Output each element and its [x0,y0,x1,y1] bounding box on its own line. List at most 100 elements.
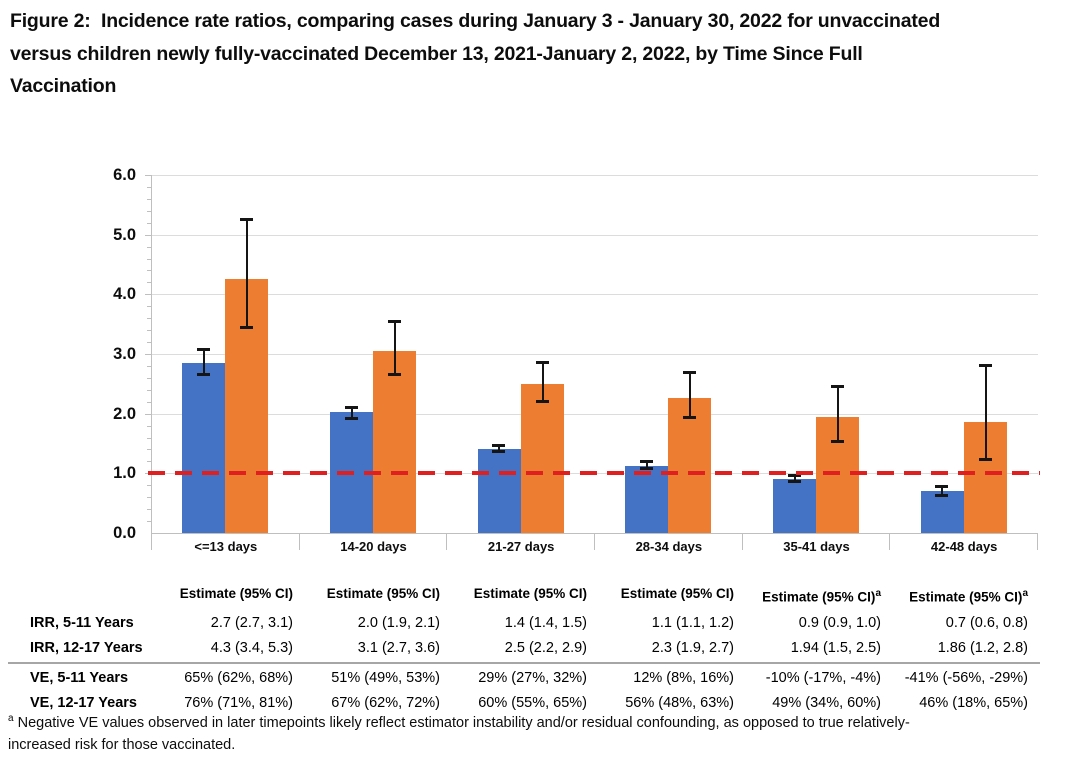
estimates-table: Estimate (95% CI) Estimate (95% CI) Estima… [0,581,1040,716]
error-bar-cap-top [388,320,401,324]
reference-line-1 [148,471,1040,476]
error-bar-cap-top [935,485,949,489]
y-axis-minor-tick [147,497,151,499]
y-axis-minor-tick [147,270,151,272]
bar-irr-5-11 [182,362,226,533]
footnote: a Negative VE values observed in later t… [8,708,1074,757]
error-bar-cap-bottom [831,440,844,444]
error-bar-cap-top [683,370,697,374]
error-bar-cap-top [535,360,549,364]
y-axis-minor-tick [147,521,151,523]
error-bar-cap-top [639,460,653,464]
x-axis-category-tick [741,533,743,550]
error-bar-cap-bottom [535,399,549,403]
error-bar-cap-bottom [978,458,992,462]
table-cell: 4.3 (3.4, 5.3) [210,639,293,656]
error-bar-line [498,444,501,452]
error-bar-line [941,486,944,496]
error-bar-line [202,349,205,375]
error-bar-cap-top [196,348,210,352]
x-axis-category-label: 35-41 days [783,539,850,554]
y-axis-tick-label: 2.0 [113,404,136,423]
x-axis-category-tick [594,533,595,550]
y-gridline [152,234,1038,236]
error-bar-cap-bottom [935,494,949,497]
y-gridline [152,413,1038,415]
table-cell: 65% (62%, 68%) [184,669,293,686]
x-axis-category-tick [889,533,891,550]
table-cell: 1.94 (1.5, 2.5) [790,639,881,656]
table-row-label: VE, 12-17 Years [30,694,137,711]
bar-irr-5-11 [625,465,669,533]
y-gridline [152,294,1038,296]
x-axis-category-tick [298,533,300,550]
error-bar-line [645,461,648,470]
table-cell: 1.86 (1.2, 2.8) [937,639,1028,656]
table-row-label: IRR, 5-11 Years [30,614,134,631]
error-bar-cap-bottom [240,326,254,330]
table-cell: 2.5 (2.2, 2.9) [504,639,587,656]
table-row-label: IRR, 12-17 Years [30,639,143,656]
error-bar-cap-top [240,217,254,221]
table-cell: 56% (48%, 63%) [625,694,734,711]
table-cell: 1.1 (1.1, 1.2) [651,614,734,631]
table-column-header: Estimate (95% CI) [473,586,587,601]
error-bar-cap-bottom [787,479,801,483]
table-cell: 2.3 (1.9, 2.7) [651,639,734,656]
y-axis-minor-tick [147,246,151,248]
table-cell: 60% (55%, 65%) [478,694,587,711]
table-cell: 29% (27%, 32%) [478,669,587,686]
table-cell: 2.0 (1.9, 2.1) [357,614,440,631]
table-cell: 1.4 (1.4, 1.5) [504,614,587,631]
table-cell: 2.7 (2.7, 3.1) [210,614,293,631]
error-bar-cap-top [978,363,992,367]
y-axis-minor-tick [147,198,151,200]
x-axis-category-tick [446,533,448,550]
y-axis-minor-tick [147,377,151,379]
y-axis-line [151,175,152,533]
table-column-header: Estimate (95% CI) [179,586,293,601]
error-bar-cap-top [831,384,844,388]
y-axis-major-tick [145,294,151,296]
bar-irr-5-11 [477,448,521,533]
x-axis-category-label: 28-34 days [635,539,703,554]
table-cell: 12% (8%, 16%) [633,669,734,686]
figure-title-line-2: versus children newly fully-vaccinated D… [10,42,863,65]
table-cell: -41% (-56%, -29%) [904,669,1028,686]
y-axis-major-tick [145,413,151,415]
y-axis-tick-label: 5.0 [113,225,136,244]
bar-irr-12-17 [668,397,712,533]
table-cell: 67% (62%, 72%) [331,694,440,711]
y-axis-tick-label: 4.0 [113,285,136,304]
table-row-label: VE, 5-11 Years [30,669,129,686]
table-cell: 46% (18%, 65%) [919,694,1028,711]
header-footnote-marker: a [875,588,881,599]
error-bar-line [689,371,692,419]
y-axis-minor-tick [147,342,151,344]
error-bar-line [541,361,544,402]
table-column-header: Estimate (95% CI)a [909,588,1028,605]
table-divider [8,661,1040,664]
error-bar-line [246,218,249,329]
y-axis-minor-tick [147,306,151,308]
y-axis-major-tick [145,175,151,176]
y-axis-major-tick [145,354,151,355]
error-bar-cap-bottom [344,417,358,421]
table-column-header: Estimate (95% CI) [326,586,440,601]
x-axis-category-tick [1037,533,1038,550]
error-bar-cap-top [492,443,506,447]
x-axis-category-label: 14-20 days [340,539,407,554]
header-footnote-marker: a [1022,588,1028,599]
table-cell: 0.9 (0.9, 1.0) [798,614,881,631]
y-axis-tick-label: 6.0 [113,166,136,184]
table-cell: 51% (49%, 53%) [331,669,440,686]
y-axis-minor-tick [147,461,151,463]
footnote-text-line-1: Negative VE values observed in later tim… [13,714,910,731]
x-axis-category-tick [151,533,152,550]
table-column-header: Estimate (95% CI) [620,586,734,601]
error-bar-cap-bottom [492,449,506,453]
y-axis-minor-tick [147,389,151,391]
error-bar-line [837,385,839,443]
table-cell: 49% (34%, 60%) [772,694,881,711]
